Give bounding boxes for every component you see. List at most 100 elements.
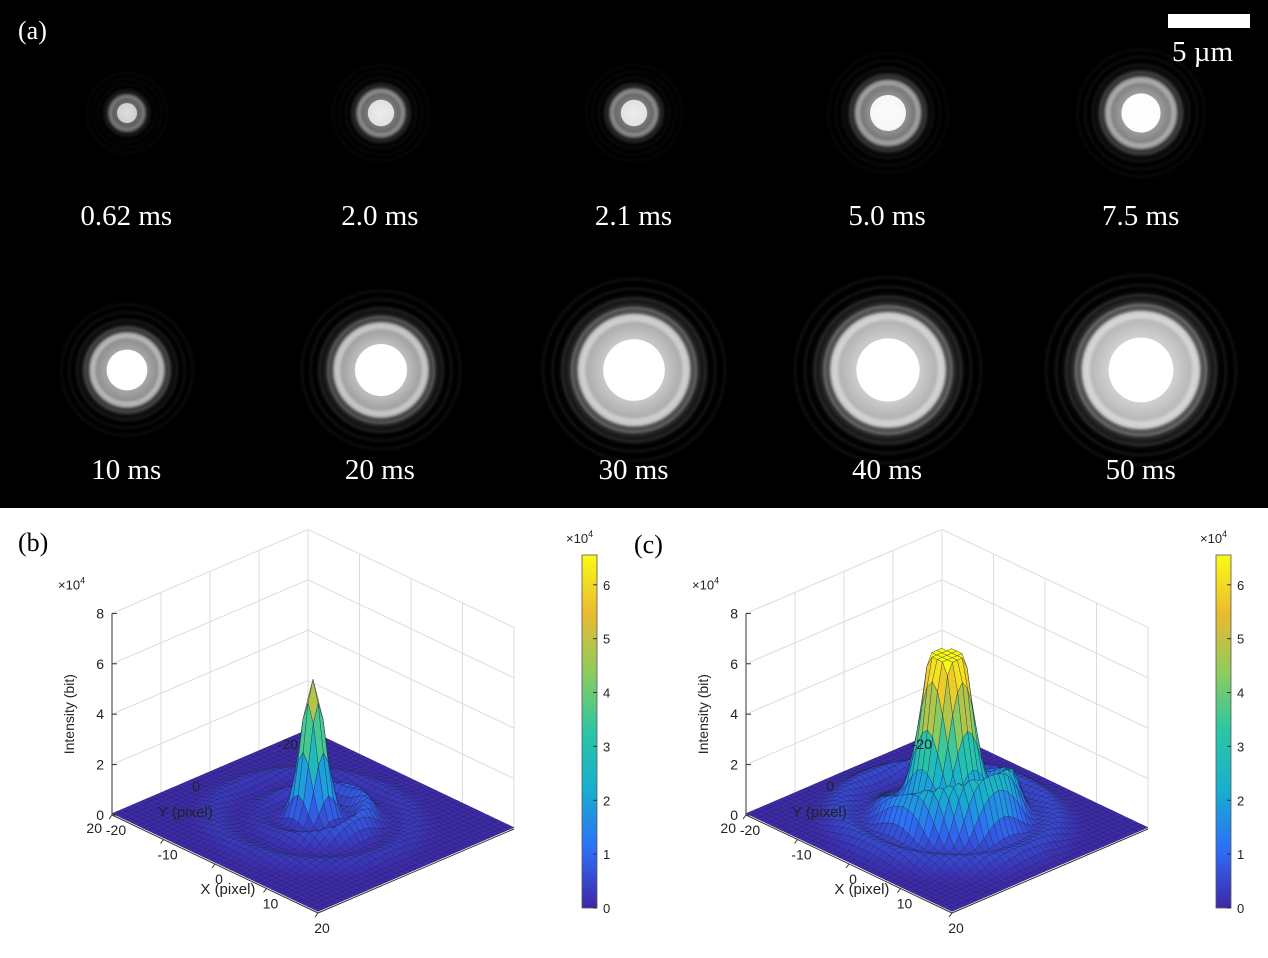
diffraction-ring xyxy=(103,89,151,137)
x-tick-label: -20 xyxy=(740,822,760,838)
colorbar-tick-label: 1 xyxy=(603,847,610,862)
x-tick xyxy=(794,839,798,844)
image-frame: 20 ms xyxy=(253,254,507,507)
diffraction-ring xyxy=(848,74,927,152)
z-tick-label: 2 xyxy=(96,757,104,773)
grid-line xyxy=(941,680,1149,780)
spot-image xyxy=(300,289,461,451)
image-frame: 7.5 ms xyxy=(1014,0,1267,253)
x-tick xyxy=(897,888,901,893)
grid-line xyxy=(307,629,515,729)
y-axis-label: Y (pixel) xyxy=(792,804,847,821)
diffraction-ring xyxy=(75,318,179,422)
z-multiplier: ×104 xyxy=(58,575,85,592)
diffraction-ring xyxy=(793,275,982,465)
spot-image xyxy=(597,76,671,150)
spot-image xyxy=(1045,274,1238,466)
y-tick-label: 20 xyxy=(720,820,736,836)
frame-time-label: 40 ms xyxy=(852,454,923,486)
z-tick-label: 0 xyxy=(730,807,738,823)
diffraction-ring xyxy=(1065,293,1218,447)
grid-line xyxy=(745,579,943,665)
spot-image xyxy=(344,76,417,150)
frame-time-label: 2.0 ms xyxy=(341,200,419,232)
colorbar-tick-label: 5 xyxy=(603,632,610,647)
colorbar-tick-label: 2 xyxy=(1237,793,1244,808)
grid-line xyxy=(307,680,515,780)
bright-ring xyxy=(1105,76,1178,150)
y-tick-label: -20 xyxy=(278,736,298,752)
spot-core xyxy=(354,344,407,396)
bright-ring xyxy=(830,312,946,428)
x-axis xyxy=(317,828,515,914)
diffraction-ring xyxy=(309,298,453,442)
grid-line xyxy=(941,579,1149,679)
grid-line xyxy=(111,579,309,665)
z-axis-label: Intensity (bit) xyxy=(695,674,711,754)
diffraction-ring xyxy=(344,76,417,150)
colorbar xyxy=(581,554,598,909)
x-tick-label: 0 xyxy=(215,871,223,887)
colorbar-tick-label: 2 xyxy=(603,793,610,808)
z-tick-label: 6 xyxy=(96,656,104,672)
z-tick-label: 8 xyxy=(96,605,104,621)
spot-core xyxy=(367,99,394,127)
colorbar-tick-label: 6 xyxy=(1237,578,1244,593)
bright-ring xyxy=(1082,310,1201,430)
bright-ring xyxy=(854,79,922,147)
spot-core xyxy=(106,349,148,391)
grid-line xyxy=(941,629,1149,729)
x-tick-label: 10 xyxy=(897,896,913,912)
z-tick-label: 6 xyxy=(730,656,738,672)
frame-time-label: 5.0 ms xyxy=(848,200,926,232)
bright-ring xyxy=(333,322,429,418)
z-tick-label: 8 xyxy=(730,605,738,621)
spot-image xyxy=(834,59,942,167)
y-tick-label: 0 xyxy=(192,778,200,794)
grid-line xyxy=(307,528,515,628)
x-tick xyxy=(108,814,113,820)
diffraction-ring xyxy=(597,76,671,150)
spot-core xyxy=(603,339,665,401)
y-axis-label: Y (pixel) xyxy=(158,804,213,821)
grid-line xyxy=(111,528,309,614)
x-tick-label: -10 xyxy=(157,847,177,863)
panel-c-label: (c) xyxy=(634,530,663,559)
spot-image xyxy=(60,303,194,437)
scale-bar-label: 5 µm xyxy=(1172,36,1234,68)
image-frame: 40 ms xyxy=(760,254,1014,507)
diffraction-ring xyxy=(1075,303,1208,437)
panel-b-label: (b) xyxy=(18,528,49,557)
panel-a-label: (a) xyxy=(18,16,47,45)
colorbar-tick-label: 4 xyxy=(1237,686,1244,701)
diffraction-ring xyxy=(1091,63,1191,163)
x-tick xyxy=(211,863,216,869)
bright-ring xyxy=(89,332,165,408)
diffraction-ring xyxy=(1084,55,1199,171)
scale-bar xyxy=(1168,14,1250,28)
x-tick xyxy=(948,912,953,918)
diffraction-ring xyxy=(317,307,444,433)
grid-line xyxy=(745,528,943,614)
grid-line xyxy=(745,629,943,715)
y-tick-label: -20 xyxy=(912,736,932,752)
colorbar-multiplier: ×104 xyxy=(566,529,593,546)
spot-core xyxy=(117,103,137,123)
spot-core xyxy=(1121,93,1161,133)
y-tick-label: 0 xyxy=(826,778,834,794)
colorbar xyxy=(1215,554,1232,909)
z-tick-label: 0 xyxy=(96,807,104,823)
diffraction-ring xyxy=(350,83,411,143)
spot-core xyxy=(869,95,906,131)
image-frame: 10 ms xyxy=(0,254,253,507)
diffraction-ring xyxy=(1055,283,1228,457)
colorbar-multiplier: ×104 xyxy=(1200,529,1227,546)
x-tick xyxy=(263,888,267,893)
x-axis-label: X (pixel) xyxy=(834,881,889,898)
surface-cell xyxy=(946,906,958,912)
colorbar-tick-label: 4 xyxy=(603,686,610,701)
x-axis xyxy=(951,828,1149,914)
